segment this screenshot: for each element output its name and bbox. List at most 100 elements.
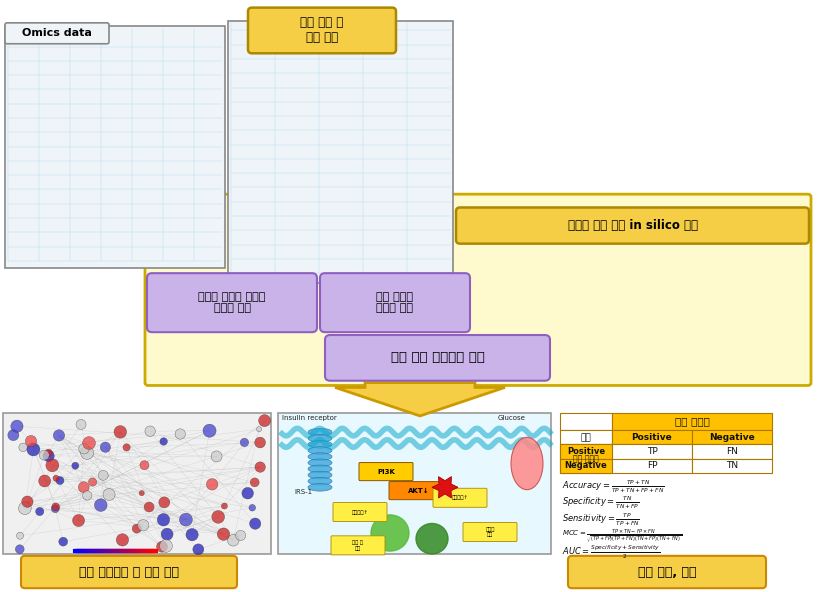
FancyBboxPatch shape: [692, 459, 772, 473]
Point: [249, 519, 262, 529]
FancyBboxPatch shape: [145, 194, 811, 385]
Text: AKT↓: AKT↓: [408, 488, 430, 494]
Text: Omics data: Omics data: [22, 28, 92, 38]
Point: [83, 438, 96, 448]
Ellipse shape: [308, 453, 332, 461]
FancyBboxPatch shape: [692, 445, 772, 459]
Point: [227, 536, 240, 545]
Point: [52, 431, 66, 440]
FancyBboxPatch shape: [147, 273, 317, 332]
FancyBboxPatch shape: [692, 430, 772, 445]
Text: 예측 클래스: 예측 클래스: [675, 417, 709, 427]
Point: [248, 478, 261, 487]
Point: [115, 535, 129, 545]
Text: 조직 내
지방: 조직 내 지방: [352, 540, 364, 551]
Text: Insulin receptor: Insulin receptor: [282, 415, 337, 421]
Ellipse shape: [308, 471, 332, 479]
Point: [218, 501, 231, 511]
Point: [258, 416, 271, 426]
Text: Glucose: Glucose: [498, 415, 526, 421]
FancyBboxPatch shape: [228, 21, 453, 282]
Point: [77, 482, 90, 492]
Point: [7, 430, 20, 440]
Ellipse shape: [308, 435, 332, 442]
FancyBboxPatch shape: [560, 445, 612, 473]
FancyBboxPatch shape: [612, 459, 692, 473]
FancyBboxPatch shape: [325, 335, 550, 381]
FancyBboxPatch shape: [612, 430, 692, 445]
Text: 독성: 독성: [581, 433, 591, 442]
FancyBboxPatch shape: [333, 503, 387, 522]
Point: [16, 443, 29, 452]
Ellipse shape: [308, 440, 332, 448]
Ellipse shape: [308, 459, 332, 466]
Text: 구조 기반의
클래스 예측: 구조 기반의 클래스 예측: [377, 292, 414, 313]
Ellipse shape: [308, 428, 332, 436]
Point: [217, 529, 230, 539]
Point: [114, 427, 127, 437]
Point: [157, 437, 170, 446]
Ellipse shape: [308, 484, 332, 491]
Point: [78, 444, 91, 453]
Point: [13, 545, 26, 554]
FancyBboxPatch shape: [3, 413, 271, 554]
FancyBboxPatch shape: [560, 445, 612, 459]
Circle shape: [416, 523, 448, 554]
FancyBboxPatch shape: [5, 23, 109, 44]
Text: 통합 독성 네트워크 분석: 통합 독성 네트워크 분석: [391, 352, 484, 364]
FancyBboxPatch shape: [560, 459, 612, 473]
Point: [160, 541, 173, 551]
Point: [57, 537, 70, 546]
Text: PI3K: PI3K: [377, 469, 395, 475]
Point: [238, 437, 251, 447]
FancyBboxPatch shape: [320, 273, 470, 332]
Point: [97, 471, 110, 480]
Point: [72, 516, 85, 525]
Point: [38, 476, 52, 485]
Ellipse shape: [308, 447, 332, 454]
Point: [80, 448, 93, 458]
Point: [186, 530, 199, 539]
Point: [49, 502, 62, 511]
Point: [158, 498, 171, 507]
Point: [102, 490, 115, 499]
Text: $MCC = \frac{TP \times TN - FP \times FN}{\sqrt{(TP+FP)(TP+FN)(TN+FP)(TN+FN)}}$: $MCC = \frac{TP \times TN - FP \times FN…: [562, 527, 682, 544]
Point: [34, 507, 47, 516]
Point: [75, 420, 88, 429]
Ellipse shape: [308, 465, 332, 472]
Point: [143, 503, 156, 512]
Polygon shape: [335, 382, 505, 416]
Text: 염증반응↑: 염증반응↑: [451, 496, 468, 500]
FancyBboxPatch shape: [560, 430, 612, 445]
Point: [254, 462, 267, 472]
FancyBboxPatch shape: [248, 8, 396, 53]
FancyBboxPatch shape: [389, 482, 449, 500]
Point: [135, 488, 148, 498]
Point: [138, 461, 151, 470]
Text: IRS-1: IRS-1: [294, 489, 312, 495]
FancyBboxPatch shape: [568, 556, 766, 588]
Point: [203, 426, 216, 436]
Text: 실제 클래스: 실제 클래스: [573, 454, 599, 464]
Polygon shape: [432, 477, 458, 498]
Point: [25, 436, 38, 446]
Point: [18, 504, 31, 513]
FancyBboxPatch shape: [278, 413, 551, 554]
Point: [179, 515, 192, 525]
Point: [11, 422, 24, 431]
Point: [211, 512, 224, 522]
Text: FN: FN: [726, 447, 738, 456]
Point: [80, 491, 93, 500]
Text: 독성 네트워크 및 경로 예측: 독성 네트워크 및 경로 예측: [79, 565, 179, 578]
Point: [246, 503, 259, 513]
Text: TP: TP: [647, 447, 658, 456]
Point: [42, 451, 55, 461]
FancyBboxPatch shape: [612, 445, 692, 459]
Ellipse shape: [511, 437, 543, 490]
FancyBboxPatch shape: [21, 556, 237, 588]
Point: [69, 461, 82, 471]
Text: Positive: Positive: [631, 433, 672, 442]
Point: [99, 442, 112, 452]
Point: [234, 530, 247, 540]
Point: [53, 476, 66, 485]
